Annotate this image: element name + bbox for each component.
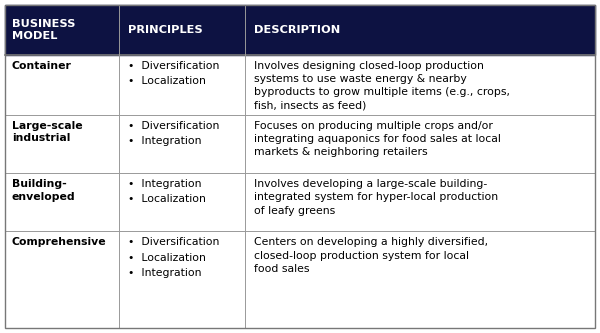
Text: PRINCIPLES: PRINCIPLES bbox=[128, 25, 202, 35]
Text: Comprehensive: Comprehensive bbox=[12, 237, 107, 247]
Text: BUSINESS
MODEL: BUSINESS MODEL bbox=[12, 19, 76, 41]
Text: DESCRIPTION: DESCRIPTION bbox=[254, 25, 340, 35]
Text: •  Integration
•  Localization: • Integration • Localization bbox=[128, 179, 206, 204]
Text: Involves designing closed-loop production
systems to use waste energy & nearby
b: Involves designing closed-loop productio… bbox=[254, 61, 510, 111]
Text: Building-
enveloped: Building- enveloped bbox=[12, 179, 76, 201]
Text: Large-scale
industrial: Large-scale industrial bbox=[12, 121, 83, 143]
Text: Involves developing a large-scale building-
integrated system for hyper-local pr: Involves developing a large-scale buildi… bbox=[254, 179, 498, 215]
Text: •  Diversification
•  Localization
•  Integration: • Diversification • Localization • Integ… bbox=[128, 237, 219, 278]
Text: •  Diversification
•  Localization: • Diversification • Localization bbox=[128, 61, 219, 86]
Text: •  Diversification
•  Integration: • Diversification • Integration bbox=[128, 121, 219, 146]
Text: Container: Container bbox=[12, 61, 72, 71]
Bar bbox=[5, 5, 595, 55]
Text: Focuses on producing multiple crops and/or
integrating aquaponics for food sales: Focuses on producing multiple crops and/… bbox=[254, 121, 500, 157]
Text: Centers on developing a highly diversified,
closed-loop production system for lo: Centers on developing a highly diversifi… bbox=[254, 237, 488, 274]
